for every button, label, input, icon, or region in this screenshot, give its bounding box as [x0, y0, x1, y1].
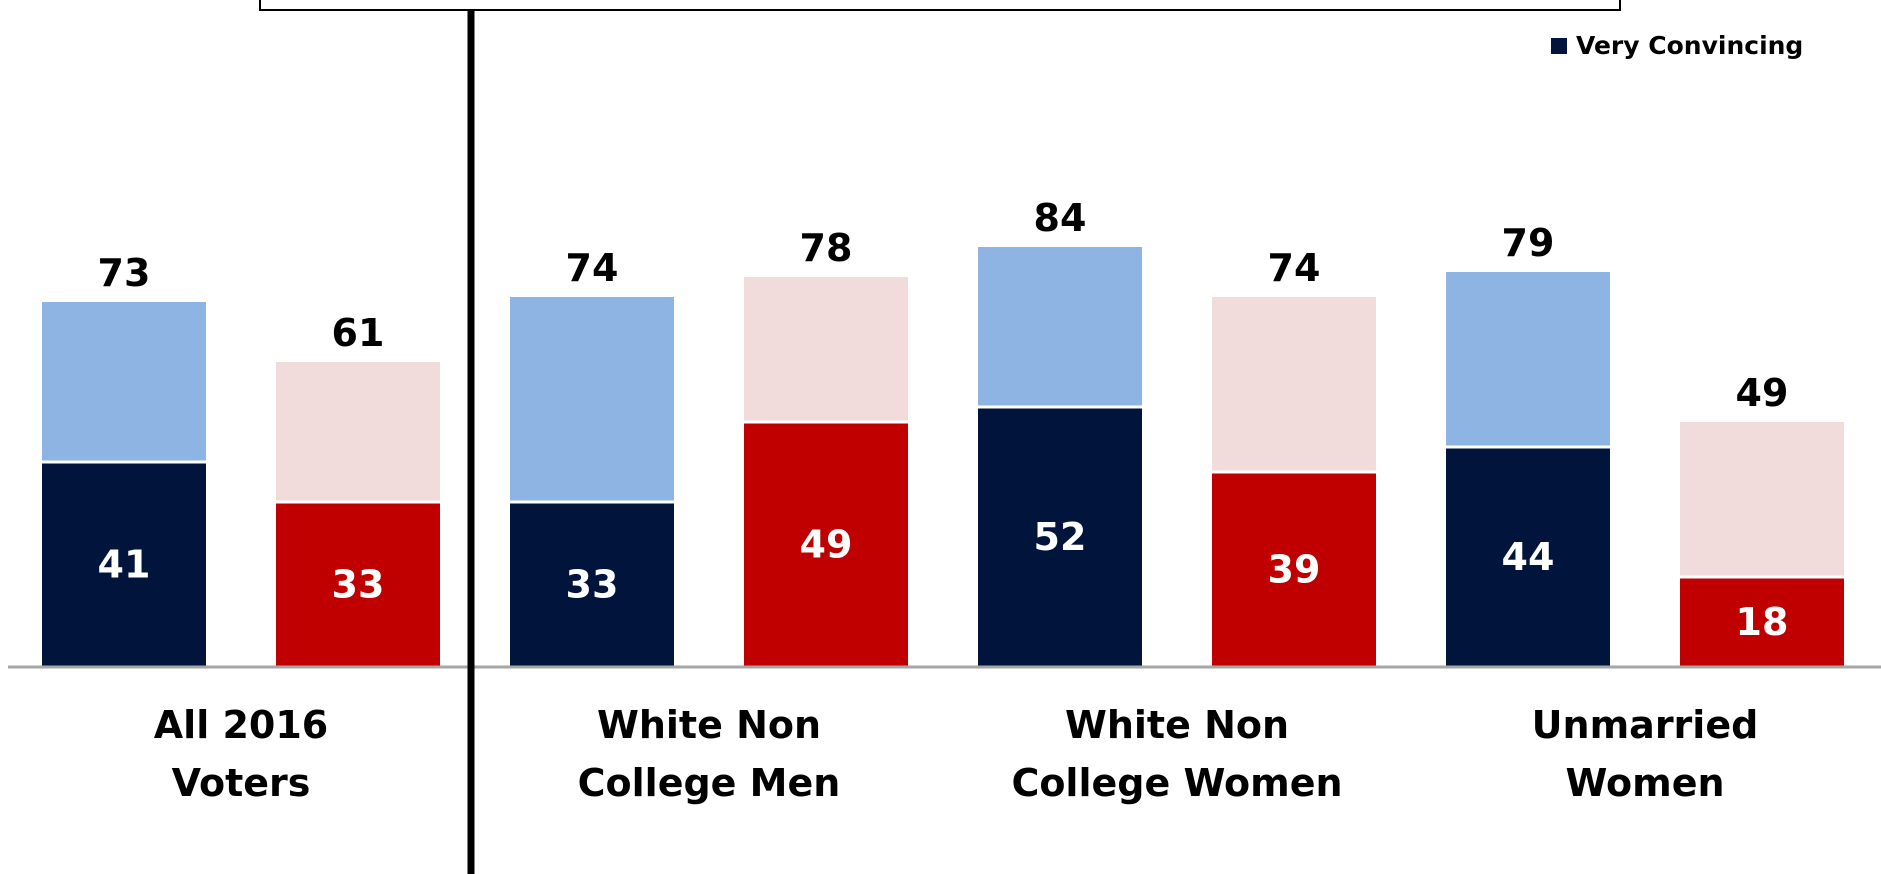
group-label: All 2016 Voters: [154, 703, 328, 805]
bar-total-label: 49: [1736, 371, 1789, 415]
legend-swatch: [1551, 38, 1567, 54]
bar-total-label: 78: [800, 226, 853, 270]
bar-segment-very: [510, 503, 674, 667]
bar-segment-very: [1446, 448, 1610, 667]
bar-segment-total: [276, 362, 440, 502]
bar-segment-very: [1680, 578, 1844, 667]
bar-very-label: 41: [98, 543, 151, 587]
group-label: White Non College Women: [1011, 703, 1342, 805]
bar-total-label: 74: [1268, 246, 1321, 290]
bar-segment-total: [1680, 422, 1844, 577]
bar-very-label: 44: [1502, 535, 1555, 579]
bar-segment-total: [744, 277, 908, 422]
bar-very-label: 33: [566, 563, 619, 607]
bar-very-label: 52: [1034, 515, 1087, 559]
legend: Very Convincing: [1551, 31, 1803, 60]
title-box-frame: [259, 0, 1621, 11]
bar-segment-very: [978, 408, 1142, 667]
bar-segment-total: [1212, 297, 1376, 472]
bars-layer: [42, 247, 1844, 667]
bar-total-label: 73: [98, 251, 151, 295]
bar-segment-very: [276, 503, 440, 667]
bar-segment-total: [510, 297, 674, 502]
bar-very-label: 33: [332, 563, 385, 607]
bar-segment-very: [42, 463, 206, 667]
bar-segment-total: [978, 247, 1142, 407]
bar-total-label: 74: [566, 246, 619, 290]
bar-total-label: 84: [1034, 196, 1087, 240]
bar-segment-total: [1446, 272, 1610, 447]
bar-very-label: 18: [1736, 600, 1789, 644]
group-label: Unmarried Women: [1532, 703, 1759, 805]
bar-total-label: 79: [1502, 221, 1555, 265]
bar-total-label: 61: [332, 311, 385, 355]
legend-label: Very Convincing: [1576, 31, 1803, 60]
bar-segment-total: [42, 302, 206, 462]
group-label: White Non College Men: [578, 703, 841, 805]
bar-segment-very: [1212, 473, 1376, 667]
bar-segment-very: [744, 423, 908, 667]
labels-layer: 73 41 61 33 All 2016 Voters 74 33 78 49 White Non C…: [98, 196, 1789, 805]
bar-very-label: 39: [1268, 548, 1321, 592]
bar-very-label: 49: [800, 523, 853, 567]
